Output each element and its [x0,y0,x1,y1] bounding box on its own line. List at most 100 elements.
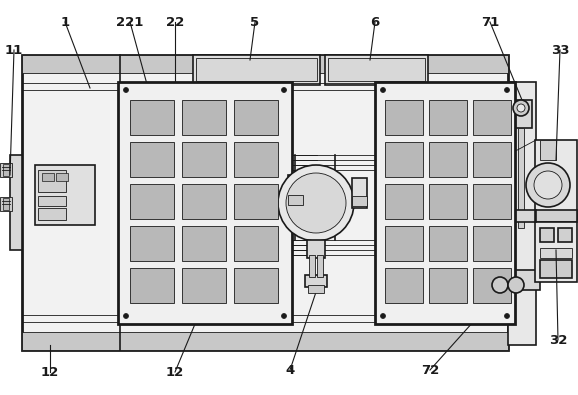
Bar [540,260,572,278]
Bar [429,226,467,261]
Bar [182,184,226,219]
Text: 22: 22 [166,15,184,28]
Bar [234,184,278,219]
Bar [535,140,577,220]
Bar [130,268,174,303]
Bar [182,100,226,135]
Bar [22,55,508,73]
Circle shape [505,314,509,318]
Bar [234,142,278,177]
Bar [518,128,524,228]
Bar [288,175,303,205]
Bar [3,164,9,176]
Bar [130,226,174,261]
Circle shape [380,314,386,318]
Bar [385,226,423,261]
Bar [429,268,467,303]
Text: 221: 221 [116,15,144,28]
Bar [429,100,467,135]
Circle shape [517,104,525,112]
Bar [130,142,174,177]
Bar [540,228,554,242]
Circle shape [505,88,509,92]
Bar [38,196,66,206]
Bar [130,184,174,219]
Bar [429,142,467,177]
Bar [22,332,508,350]
Circle shape [380,88,386,92]
Text: 11: 11 [5,43,23,56]
Bar [385,184,423,219]
Bar [3,198,9,210]
Bar [473,268,511,303]
Text: 1: 1 [61,15,69,28]
Bar [130,100,174,135]
Bar [352,196,367,206]
Bar [0,163,12,177]
Bar [307,240,325,258]
Bar [385,142,423,177]
Text: 6: 6 [370,15,380,28]
Circle shape [286,173,346,233]
Bar [193,55,320,85]
Text: 71: 71 [481,15,499,28]
Circle shape [281,88,287,92]
Bar [473,184,511,219]
Bar [234,226,278,261]
Bar [375,82,515,324]
Circle shape [508,277,524,293]
Bar [510,100,532,128]
Circle shape [124,314,128,318]
Bar [508,82,536,345]
Bar [38,170,66,192]
Bar [473,226,511,261]
Bar [309,255,315,277]
Bar [505,270,540,290]
Bar [0,197,12,211]
Circle shape [526,163,570,207]
Text: 5: 5 [250,15,260,28]
Bar [118,82,292,324]
Circle shape [513,100,529,116]
Text: 72: 72 [421,363,439,376]
Text: 32: 32 [549,333,567,346]
Text: 12: 12 [41,365,59,378]
Bar [535,210,577,222]
Bar [305,275,327,287]
Bar [196,58,317,81]
Bar [56,173,68,181]
Bar [473,100,511,135]
Circle shape [492,277,508,293]
Bar [385,100,423,135]
Bar [558,228,572,242]
Bar [22,55,508,350]
Bar [540,140,556,160]
Bar [473,142,511,177]
Bar [467,286,477,294]
Text: 12: 12 [166,365,184,378]
Bar [42,173,54,181]
Bar [385,268,423,303]
Bar [317,255,323,277]
Bar [450,278,508,286]
Text: 4: 4 [286,363,295,376]
Bar [490,265,510,295]
Circle shape [534,171,562,199]
Bar [429,184,467,219]
Bar [234,268,278,303]
Bar [182,226,226,261]
Bar [308,285,324,293]
Bar [508,210,535,222]
Circle shape [124,88,128,92]
Bar [540,248,572,258]
Bar [288,195,303,205]
Bar [182,268,226,303]
Bar [325,55,428,85]
Bar [535,222,577,282]
Bar [38,208,66,220]
Circle shape [281,314,287,318]
Bar [328,58,425,81]
Bar [352,178,367,208]
Bar [182,142,226,177]
Bar [35,165,95,225]
